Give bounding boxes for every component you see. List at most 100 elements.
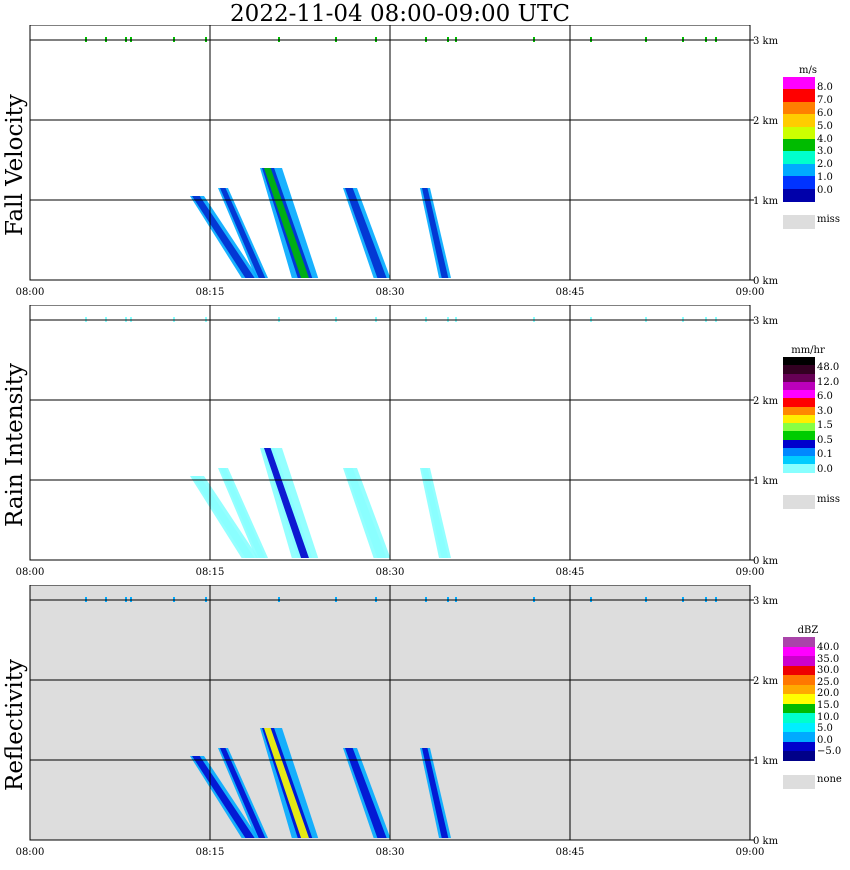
legend-unit: mm/hr bbox=[791, 345, 825, 356]
legend-label: 10.0 bbox=[817, 711, 840, 723]
echo-streak-core bbox=[422, 748, 449, 838]
legend-swatch bbox=[783, 456, 815, 466]
legend-swatch bbox=[783, 464, 815, 474]
legend-miss-label: miss bbox=[817, 494, 840, 505]
echo-streak-peak bbox=[264, 448, 309, 558]
legend-label: 12.0 bbox=[817, 376, 840, 388]
echo-streak-core bbox=[422, 188, 449, 278]
legend-label: 5.0 bbox=[817, 120, 833, 132]
x-tick-label: 08:30 bbox=[376, 567, 405, 578]
x-tick-label: 08:00 bbox=[16, 847, 45, 858]
legend-swatch bbox=[783, 114, 815, 128]
chart-title: 2022-11-04 08:00-09:00 UTC bbox=[230, 1, 570, 27]
legend-swatch bbox=[783, 101, 815, 115]
legend-swatch bbox=[783, 373, 815, 383]
legend-swatch bbox=[783, 151, 815, 165]
legend-label: 40.0 bbox=[817, 642, 840, 653]
legend-label: 0.1 bbox=[817, 449, 833, 460]
echo-streak-core bbox=[220, 188, 266, 278]
legend-swatch bbox=[783, 89, 815, 103]
x-tick-label: 08:15 bbox=[196, 847, 225, 858]
plot-frame bbox=[29, 25, 751, 281]
legend-label: 20.0 bbox=[817, 688, 840, 700]
legend-swatch bbox=[783, 365, 815, 375]
legend-swatch bbox=[783, 126, 815, 140]
y-tick-label: 2 km bbox=[753, 116, 779, 127]
legend-swatch bbox=[783, 751, 815, 762]
legend-swatch bbox=[783, 713, 815, 724]
x-tick-label: 09:00 bbox=[736, 847, 765, 858]
legend-label: −5.0 bbox=[817, 746, 842, 758]
rain-intensity-plot: 0 km 1 km 2 km 3 km 08:00 08:15 08:30 08:45 09:0… bbox=[16, 305, 779, 578]
legend-label: 3.0 bbox=[817, 146, 833, 158]
legend-swatch bbox=[783, 732, 815, 743]
legend-miss-label: miss bbox=[817, 214, 840, 225]
plot-frame bbox=[29, 585, 751, 841]
legend-miss-swatch bbox=[783, 775, 815, 789]
x-tick-label: 08:45 bbox=[556, 847, 585, 858]
legend-label: 8.0 bbox=[817, 82, 833, 93]
y-tick-label: 1 km bbox=[753, 476, 779, 487]
x-tick-label: 08:00 bbox=[16, 567, 45, 578]
reflectivity-panel: Reflectivity 0 km 1 km 2 km 3 km 08:00 08:15 0… bbox=[0, 585, 850, 870]
legend-swatch bbox=[783, 684, 815, 695]
legend-swatch bbox=[783, 357, 815, 366]
echo-streak-core bbox=[192, 196, 255, 278]
legend-swatch bbox=[783, 722, 815, 733]
legend-label: 25.0 bbox=[817, 676, 840, 688]
x-tick-label: 08:30 bbox=[376, 847, 405, 858]
legend-swatch bbox=[783, 656, 815, 667]
echo-streak-core bbox=[220, 748, 266, 838]
legend-label: 4.0 bbox=[817, 133, 833, 145]
x-tick-label: 08:15 bbox=[196, 567, 225, 578]
legend-swatch bbox=[783, 188, 815, 202]
legend-label: 1.0 bbox=[817, 172, 833, 184]
y-tick-label: 3 km bbox=[753, 316, 779, 327]
legend-label: 0.0 bbox=[817, 463, 833, 475]
x-tick-label: 08:45 bbox=[556, 567, 585, 578]
echo-streak-peak bbox=[264, 168, 309, 278]
legend-label: 2.0 bbox=[817, 159, 833, 171]
legend-label: 48.0 bbox=[817, 362, 840, 373]
echo-streak-core bbox=[345, 468, 387, 558]
legend-swatch bbox=[783, 414, 815, 424]
legend-swatch bbox=[783, 741, 815, 752]
y-tick-label: 0 km bbox=[753, 276, 779, 287]
y-tick-label: 2 km bbox=[753, 396, 779, 407]
echo-streak-core bbox=[192, 476, 255, 558]
legend-swatch bbox=[783, 406, 815, 416]
legend-swatch bbox=[783, 637, 815, 647]
x-tick-label: 08:15 bbox=[196, 287, 225, 298]
fall-velocity-plot: 0 km 1 km 2 km 3 km 08:00 08:15 08:30 08:45 09:0… bbox=[16, 25, 779, 298]
legend-label: 6.0 bbox=[817, 107, 833, 119]
echo-streak-core bbox=[345, 188, 387, 278]
legend-swatch bbox=[783, 439, 815, 449]
y-tick-label: 3 km bbox=[753, 596, 779, 607]
plot-frame bbox=[29, 305, 751, 561]
legend-label: 7.0 bbox=[817, 94, 833, 106]
legend-miss-swatch bbox=[783, 215, 815, 229]
legend-label: 5.0 bbox=[817, 723, 833, 735]
y-tick-label: 1 km bbox=[753, 756, 779, 767]
echo-streak-peak bbox=[264, 728, 309, 838]
legend-swatch bbox=[783, 472, 815, 482]
y-tick-label: 1 km bbox=[753, 196, 779, 207]
legend-swatch bbox=[783, 694, 815, 705]
y-tick-label: 3 km bbox=[753, 36, 779, 47]
legend-swatch bbox=[783, 398, 815, 408]
legend-miss-swatch bbox=[783, 495, 815, 509]
legend-label: 35.0 bbox=[817, 653, 840, 665]
legend-swatch bbox=[783, 675, 815, 686]
reflectivity-plot: 0 km 1 km 2 km 3 km 08:00 08:15 08:30 08:45 09:0… bbox=[16, 585, 779, 858]
x-tick-label: 09:00 bbox=[736, 287, 765, 298]
legend-miss-label: none bbox=[817, 774, 842, 785]
legend-swatch bbox=[783, 176, 815, 190]
legend-label: 15.0 bbox=[817, 700, 840, 711]
legend-label: 3.0 bbox=[817, 405, 833, 417]
legend-swatch bbox=[783, 163, 815, 177]
legend-swatch bbox=[783, 646, 815, 657]
x-tick-label: 09:00 bbox=[736, 567, 765, 578]
legend-swatch bbox=[783, 77, 815, 90]
echo-streak-core bbox=[220, 468, 266, 558]
echo-streak-core bbox=[345, 748, 387, 838]
